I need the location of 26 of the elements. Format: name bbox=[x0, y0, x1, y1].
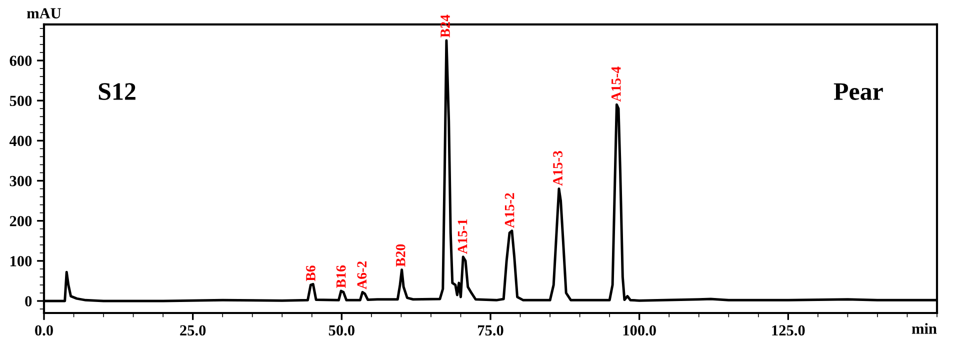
x-tick-label: 25.0 bbox=[180, 325, 206, 336]
annotation: A15-3 bbox=[553, 150, 562, 186]
y-tick-label: 400 bbox=[9, 136, 32, 146]
annotation: B20 bbox=[396, 244, 406, 267]
annotation: Pear bbox=[834, 83, 883, 100]
y-tick-label: 100 bbox=[10, 256, 32, 266]
annotation: A15-2 bbox=[504, 193, 514, 228]
annotation: B6 bbox=[306, 266, 316, 282]
x-axis-title: min bbox=[912, 323, 937, 334]
x-tick-label: 0.0 bbox=[35, 325, 53, 336]
x-tick-label: 50.0 bbox=[328, 325, 354, 336]
y-axis-title: mAU bbox=[27, 8, 62, 18]
annotation: B24 bbox=[440, 14, 450, 38]
annotation: S12 bbox=[98, 83, 136, 100]
annotation: A15-4 bbox=[611, 66, 621, 102]
annotation: B16 bbox=[336, 265, 346, 288]
y-tick-label: 200 bbox=[10, 216, 32, 226]
annotation: A15-1 bbox=[458, 219, 468, 254]
x-tick-label: 125.0 bbox=[772, 325, 805, 336]
x-tick-label: 100.0 bbox=[623, 325, 656, 336]
y-tick-label: 300 bbox=[10, 176, 32, 186]
y-tick-label: 500 bbox=[10, 96, 32, 106]
y-tick-label: 0 bbox=[25, 296, 32, 306]
annotation: A6-2 bbox=[357, 261, 367, 290]
x-tick-label: 75.0 bbox=[478, 325, 504, 336]
y-tick-label: 600 bbox=[10, 56, 32, 66]
